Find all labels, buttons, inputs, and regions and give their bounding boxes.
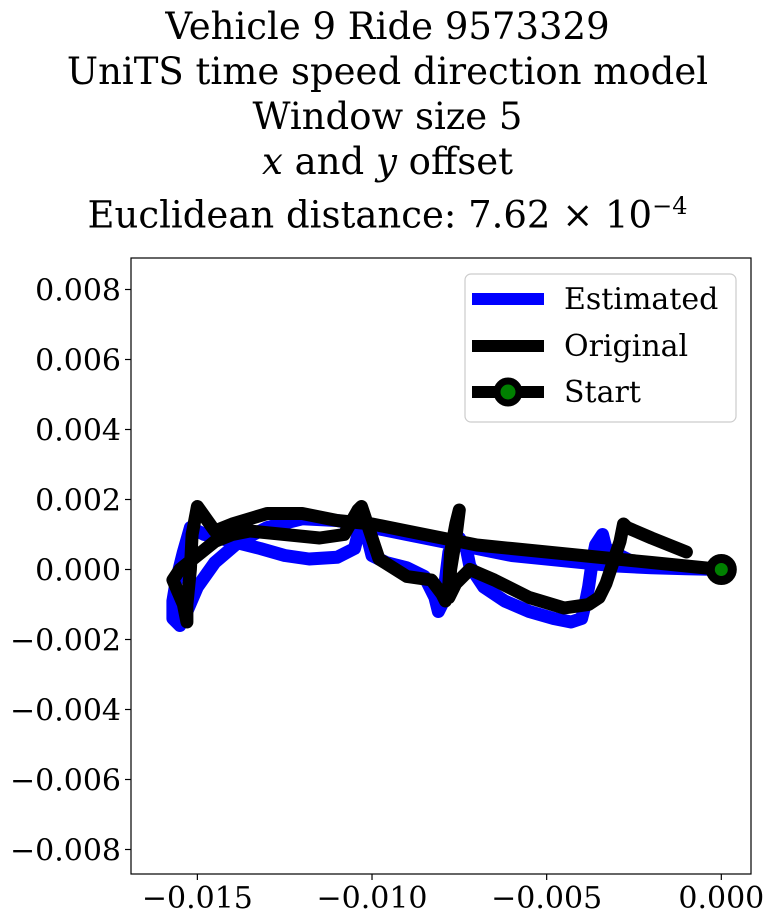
title-distance-times: × 10: [550, 193, 653, 237]
title-line-5: Euclidean distance: 7.62 × 10−4: [0, 184, 775, 237]
title-line-4: x and y offset: [0, 139, 775, 184]
title-line-1: Vehicle 9 Ride 9573329: [165, 5, 610, 48]
x-tick-label: 0.000: [678, 881, 764, 916]
y-tick-label: −0.002: [10, 624, 121, 659]
y-tick-label: −0.008: [10, 834, 121, 869]
title-x-symbol: x: [262, 140, 283, 183]
title-distance-prefix: Euclidean distance:: [87, 193, 469, 237]
legend-label-estimated: Estimated: [564, 282, 718, 317]
legend-label-start: Start: [564, 375, 641, 410]
title-distance-exponent: −4: [652, 192, 688, 220]
title-line-2: UniTS time speed direction model: [66, 50, 709, 93]
series-layer: [166, 500, 737, 632]
y-axis: 0.008 0.006 0.004 0.002 0.000 −0.002 −0.004 −0.…: [10, 274, 131, 869]
x-tick-label: −0.015: [142, 881, 253, 916]
y-tick-label: 0.004: [35, 414, 121, 449]
title-y-symbol: y: [376, 140, 397, 183]
y-tick-label: 0.002: [35, 484, 121, 519]
legend-marker-start: [493, 377, 523, 407]
start-marker: [705, 554, 737, 585]
legend: Estimated Original Start: [464, 273, 737, 423]
title-line-3: Window size 5: [252, 95, 523, 138]
x-tick-label: −0.005: [491, 881, 602, 916]
series-line-original: [166, 500, 728, 629]
x-tick-label: −0.010: [316, 881, 427, 916]
y-tick-label: 0.006: [35, 344, 121, 379]
legend-label-original: Original: [564, 329, 688, 364]
title-distance-mantissa: 7.62: [468, 193, 551, 237]
y-tick-label: −0.006: [10, 764, 121, 799]
chart-title: Vehicle 9 Ride 9573329 UniTS time speed …: [0, 4, 775, 237]
x-axis: −0.015 −0.010 −0.005 0.000: [142, 874, 764, 916]
title-offset: offset: [396, 140, 513, 183]
y-tick-label: 0.000: [35, 554, 121, 589]
title-and: and: [282, 140, 376, 183]
y-tick-label: 0.008: [35, 274, 121, 309]
y-tick-label: −0.004: [10, 694, 121, 729]
plot-frame: [130, 257, 752, 875]
legend-box: [464, 273, 737, 423]
